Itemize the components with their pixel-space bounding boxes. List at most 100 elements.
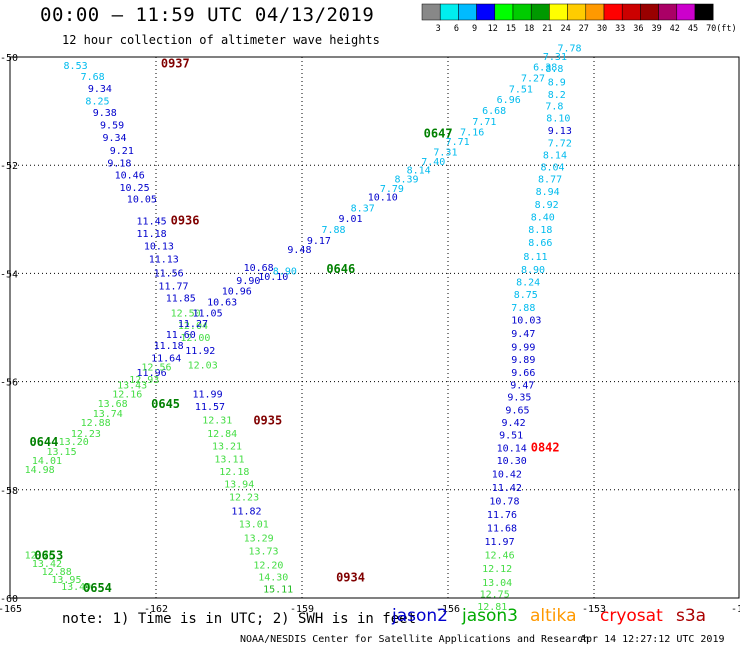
wave-height-value: 8.14 (543, 150, 567, 161)
wave-height-value: 9.90 (236, 276, 260, 287)
wave-height-value: 7.40 (421, 157, 445, 168)
wave-height-value: 12.31 (202, 415, 232, 426)
wave-height-value: 7.72 (548, 138, 572, 149)
pass-time-label: 0653 (34, 549, 63, 563)
colorbar-label: 27 (579, 24, 589, 34)
wave-height-value: 8.18 (528, 225, 552, 236)
wave-height-value: 8.39 (394, 175, 418, 186)
colorbar-swatch (621, 3, 641, 21)
wave-height-value: 11.92 (185, 346, 215, 357)
wave-height-value: 11.45 (137, 216, 167, 227)
colorbar-label: 15 (506, 24, 516, 34)
wave-height-value: 8.2 (548, 90, 566, 101)
x-tick-label: -153 (582, 604, 606, 615)
wave-height-value: 11.13 (149, 254, 179, 265)
wave-height-value: 13.15 (47, 447, 77, 458)
wave-height-value: 7.88 (321, 225, 345, 236)
y-tick-label: -58 (0, 486, 18, 497)
wave-height-value: 7.71 (446, 137, 470, 148)
colorbar-label: 3 (436, 24, 441, 34)
wave-height-value: 11.05 (193, 308, 223, 319)
colorbar-label: 42 (670, 24, 680, 34)
legend-s3a: s3a (676, 606, 707, 626)
chart-title: 00:00 — 11:59 UTC 04/13/2019 (40, 4, 375, 26)
wave-height-value: 10.10 (258, 272, 288, 283)
wave-height-value: 10.03 (511, 315, 541, 326)
colorbar-swatch (567, 3, 587, 21)
colorbar-label: 6 (454, 24, 459, 34)
wave-height-value: 10.13 (144, 241, 174, 252)
footer-timestamp: Apr 14 12:27:12 UTC 2019 (580, 634, 725, 645)
wave-height-value: 11.82 (231, 506, 261, 517)
pass-time-label: 0936 (171, 213, 200, 227)
colorbar-swatch (458, 3, 477, 21)
wave-height-value: 12.50 (171, 308, 201, 319)
pass-time-label: 0644 (29, 435, 58, 449)
colorbar-label: 70 (706, 24, 716, 34)
wave-height-value: 10.10 (368, 193, 398, 204)
pass-time-label: 0935 (253, 413, 282, 427)
wave-height-value: 13.49 (61, 582, 91, 593)
footer-credit: NOAA/NESDIS Center for Satellite Applica… (240, 634, 590, 645)
wave-height-value: 8.11 (523, 252, 547, 263)
wave-height-value: 8.8 (545, 64, 563, 75)
wave-height-value: 11.57 (195, 402, 225, 413)
wave-height-value: 7.88 (511, 303, 535, 314)
colorbar-swatch (585, 3, 605, 21)
wave-height-value: 10.05 (127, 195, 157, 206)
footer-note: note: 1) Time is in UTC; 2) SWH is in fe… (62, 611, 417, 627)
wave-height-value: 11.60 (166, 330, 196, 341)
legend-jason3: jason3 (462, 606, 518, 626)
wave-height-value: 13.95 (51, 575, 81, 586)
colorbar-swatch (494, 3, 514, 21)
wave-height-value: 11.18 (137, 229, 167, 240)
colorbar-label: 36 (633, 24, 643, 34)
y-tick-label: -56 (0, 378, 18, 389)
wave-height-value: 12.23 (71, 429, 101, 440)
wave-height-value: 12.12 (482, 564, 512, 575)
x-tick-label: -15 (731, 604, 740, 615)
y-tick-label: -50 (0, 53, 18, 64)
wave-height-value: 15.11 (263, 584, 293, 595)
colorbar-label: 24 (560, 24, 570, 34)
wave-height-value: 7.31 (543, 52, 567, 63)
x-tick-label: -165 (0, 604, 22, 615)
plot-frame (9, 56, 740, 599)
pass-time-label: 0934 (336, 570, 365, 584)
wave-height-value: 13.21 (212, 441, 242, 452)
wave-height-value: 9.18 (107, 158, 131, 169)
wave-height-value: 6.68 (482, 106, 506, 117)
chart-subtitle: 12 hour collection of altimeter wave hei… (62, 33, 380, 47)
wave-height-value: 8.75 (514, 290, 538, 301)
wave-height-value: 8.14 (407, 166, 431, 177)
wave-height-value: 11.56 (154, 268, 184, 279)
wave-height-value: 13.01 (239, 519, 269, 530)
wave-height-value: 13.94 (224, 479, 254, 490)
wave-height-value: 8.77 (538, 175, 562, 186)
x-tick-label: -162 (144, 604, 168, 615)
wave-height-value: 12.81 (477, 602, 507, 613)
wave-height-value: 10.14 (497, 444, 527, 455)
wave-height-value: 8.24 (516, 278, 540, 289)
colorbar-swatch (421, 3, 441, 21)
wave-height-value: 10.42 (492, 470, 522, 481)
colorbar-swatch (530, 3, 550, 21)
wave-height-value: 13.20 (59, 437, 89, 448)
y-tick-label: -54 (0, 269, 18, 280)
colorbar-unit: (ft) (716, 24, 736, 34)
wave-height-value: 8.25 (85, 96, 109, 107)
colorbar-swatch (439, 3, 459, 21)
wave-height-value: 11.96 (137, 368, 167, 379)
colorbar-swatch (676, 3, 696, 21)
wave-height-value: 8.37 (351, 203, 375, 214)
y-tick-label: -52 (0, 161, 18, 172)
wave-height-value: 8.66 (528, 238, 552, 249)
colorbar-swatch (476, 3, 496, 21)
wave-height-value: 10.30 (497, 456, 527, 467)
wave-height-value: 9.66 (511, 368, 535, 379)
pass-time-label: 0937 (161, 56, 190, 70)
colorbar-swatch (658, 3, 678, 21)
colorbar-swatch (694, 3, 714, 21)
colorbar-label: 30 (597, 24, 607, 34)
